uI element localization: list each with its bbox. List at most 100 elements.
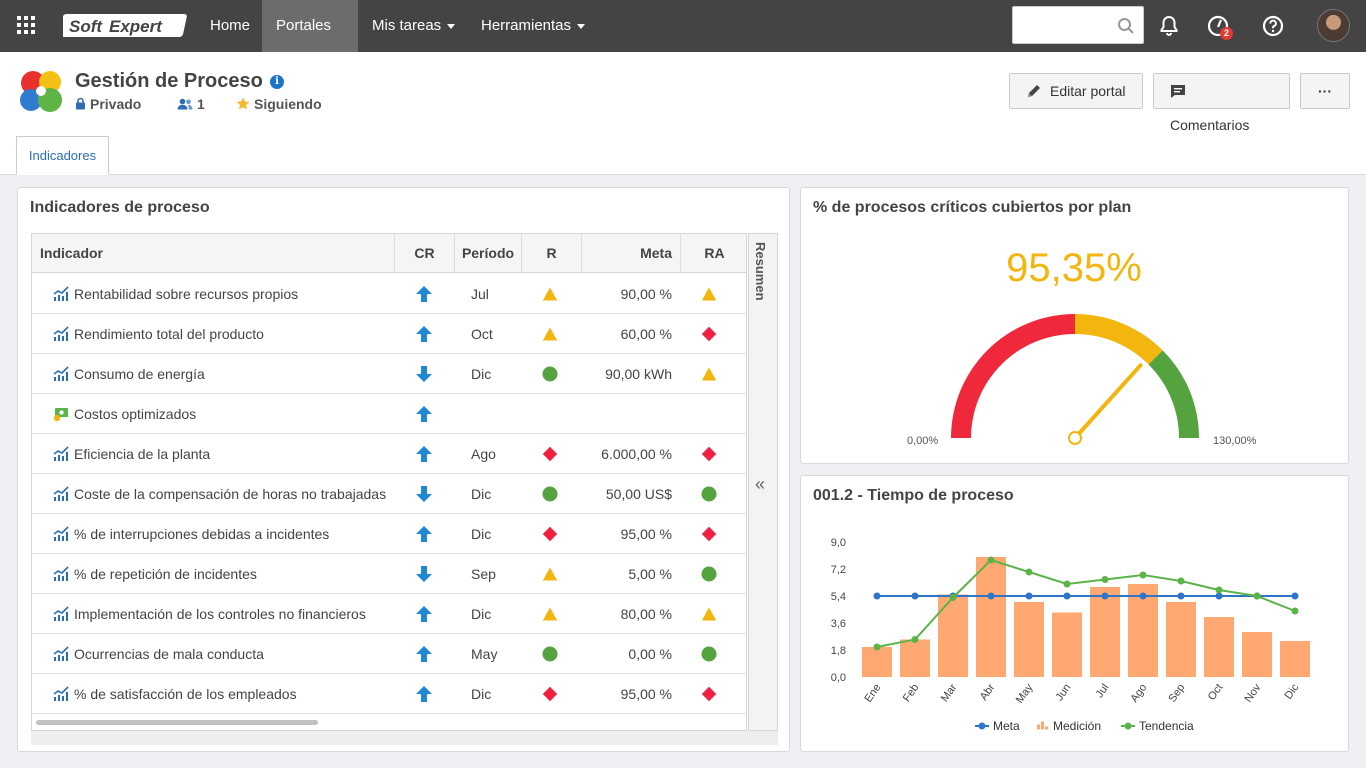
- bar-medicion-jun[interactable]: [1052, 612, 1082, 678]
- point-tendencia-nov[interactable]: [1253, 592, 1261, 600]
- double-chevron-left-icon[interactable]: «: [755, 474, 766, 494]
- table-row[interactable]: Rendimiento total del producto Oct 60,00 %: [32, 314, 746, 354]
- indicator-name[interactable]: Eficiencia de la planta: [74, 446, 211, 462]
- apps-grid-icon[interactable]: [17, 16, 35, 34]
- indicator-name[interactable]: % de repetición de incidentes: [74, 566, 257, 582]
- table-row[interactable]: % de satisfacción de los empleados Dic 95,…: [32, 674, 746, 714]
- column-r[interactable]: R: [522, 234, 582, 273]
- point-meta-jun[interactable]: [1063, 592, 1071, 600]
- table-row[interactable]: Coste de la compensación de horas no tra…: [32, 474, 746, 514]
- nav-home[interactable]: Home: [196, 0, 264, 52]
- bar-medicion-oct[interactable]: [1204, 617, 1234, 677]
- column-cr[interactable]: CR: [395, 234, 455, 273]
- table-row[interactable]: Rentabilidad sobre recursos propios Jul 90…: [32, 274, 746, 314]
- members-label: 1: [197, 96, 205, 112]
- indicator-name[interactable]: Implementación de los controles no finan…: [74, 606, 366, 622]
- tab-indicadores[interactable]: Indicadores: [16, 136, 109, 175]
- indicator-name[interactable]: Rentabilidad sobre recursos propios: [74, 286, 299, 302]
- point-tendencia-oct[interactable]: [1215, 586, 1223, 594]
- bar-medicion-nov[interactable]: [1242, 632, 1272, 677]
- bar-medicion-mar[interactable]: [938, 594, 968, 678]
- ra-status: [701, 326, 717, 342]
- bell-icon[interactable]: [1157, 14, 1181, 38]
- column-ra[interactable]: RA: [704, 245, 725, 261]
- column-indicador[interactable]: Indicador: [32, 234, 395, 273]
- x-tick-label: Jul: [1094, 682, 1112, 700]
- table-row[interactable]: % de interrupciones debidas a incidentes…: [32, 514, 746, 554]
- point-tendencia-jun[interactable]: [1063, 580, 1071, 588]
- table-row[interactable]: % de repetición de incidentes Sep 5,00 %: [32, 554, 746, 594]
- legend-item-meta[interactable]: Meta: [975, 719, 1020, 733]
- indicator-name[interactable]: Coste de la compensación de horas no tra…: [74, 486, 387, 502]
- bar-medicion-jul[interactable]: [1090, 587, 1120, 677]
- indicator-name[interactable]: % de interrupciones debidas a incidentes: [74, 526, 330, 542]
- table-row[interactable]: Implementación de los controles no finan…: [32, 594, 746, 634]
- point-meta-ago[interactable]: [1139, 592, 1147, 600]
- point-meta-feb[interactable]: [911, 592, 919, 600]
- point-meta-dic[interactable]: [1291, 592, 1299, 600]
- avatar[interactable]: [1317, 9, 1350, 42]
- page-title: Gestión de Proceso: [75, 70, 263, 92]
- indicator-name[interactable]: Rendimiento total del producto: [74, 326, 264, 342]
- point-meta-may[interactable]: [1025, 592, 1033, 600]
- meta-value: 60,00 %: [620, 326, 672, 342]
- point-tendencia-dic[interactable]: [1291, 607, 1299, 615]
- ra-status: [701, 366, 717, 382]
- bar-medicion-ene[interactable]: [862, 647, 892, 677]
- follow-status[interactable]: Siguiendo: [236, 96, 322, 112]
- members-count[interactable]: 1: [177, 96, 205, 112]
- edit-portal-button[interactable]: Editar portal: [1009, 73, 1143, 109]
- bar-medicion-dic[interactable]: [1280, 641, 1310, 677]
- x-tick-label: Jun: [1053, 682, 1073, 703]
- yellow-triangle-icon: [701, 367, 717, 381]
- column-meta[interactable]: Meta: [582, 234, 681, 273]
- legend-item-tendencia[interactable]: Tendencia: [1121, 719, 1194, 733]
- point-tendencia-ago[interactable]: [1139, 571, 1147, 579]
- point-meta-sep[interactable]: [1177, 592, 1185, 600]
- bar-medicion-sep[interactable]: [1166, 602, 1196, 677]
- point-meta-ene[interactable]: [873, 592, 881, 600]
- legend-item-medición[interactable]: Medición: [1037, 719, 1101, 733]
- horizontal-scrollbar[interactable]: [32, 714, 746, 730]
- info-icon[interactable]: i: [270, 75, 284, 89]
- column-periodo[interactable]: Período: [455, 234, 522, 273]
- point-tendencia-mar[interactable]: [949, 594, 957, 601]
- indicators-panel-title: Indicadores de proceso: [30, 199, 210, 216]
- table-row[interactable]: Ocurrencias de mala conducta May 0,00 %: [32, 634, 746, 674]
- point-tendencia-sep[interactable]: [1177, 577, 1185, 585]
- point-meta-abr[interactable]: [987, 592, 995, 600]
- point-tendencia-abr[interactable]: [987, 556, 995, 564]
- nav-mis-tareas[interactable]: Mis tareas: [358, 0, 469, 52]
- more-options-button[interactable]: ···: [1300, 73, 1350, 109]
- softexpert-logo[interactable]: Soft Expert: [63, 11, 189, 39]
- bar-medicion-feb[interactable]: [900, 639, 930, 678]
- point-tendencia-feb[interactable]: [911, 636, 919, 643]
- indicators-table: Indicador CR Período R Meta RA Rentabili…: [31, 233, 747, 731]
- point-meta-jul[interactable]: [1101, 592, 1109, 600]
- resumen-side-panel[interactable]: Resumen «: [748, 233, 778, 731]
- nav-herramientas[interactable]: Herramientas: [467, 0, 599, 52]
- comments-button[interactable]: Comentarios: [1153, 73, 1290, 133]
- indicator-icon: [53, 606, 69, 622]
- indicator-name[interactable]: Consumo de energía: [74, 366, 205, 382]
- help-icon[interactable]: [1261, 14, 1285, 38]
- point-tendencia-may[interactable]: [1025, 568, 1033, 576]
- point-meta-oct[interactable]: [1215, 592, 1223, 600]
- search-icon[interactable]: [1117, 17, 1135, 35]
- indicator-name[interactable]: Costos optimizados: [74, 406, 197, 422]
- table-row[interactable]: Costos optimizados: [32, 394, 746, 434]
- scrollbar-thumb[interactable]: [36, 720, 318, 725]
- point-tendencia-jul[interactable]: [1101, 576, 1109, 583]
- point-tendencia-ene[interactable]: [873, 643, 881, 651]
- indicator-icon: [53, 686, 69, 702]
- indicator-name[interactable]: Ocurrencias de mala conducta: [74, 646, 264, 662]
- search-input[interactable]: [1012, 6, 1144, 44]
- indicator-name[interactable]: % de satisfacción de los empleados: [74, 686, 297, 702]
- nav-portales[interactable]: Portales: [262, 0, 358, 81]
- gauge-icon[interactable]: [1206, 14, 1230, 38]
- bar-medicion-abr[interactable]: [976, 557, 1006, 677]
- meta-value: 95,00 %: [620, 686, 672, 702]
- table-row[interactable]: Consumo de energía Dic 90,00 kWh: [32, 354, 746, 394]
- table-row[interactable]: Eficiencia de la planta Ago 6.000,00 %: [32, 434, 746, 474]
- bar-medicion-may[interactable]: [1014, 602, 1044, 677]
